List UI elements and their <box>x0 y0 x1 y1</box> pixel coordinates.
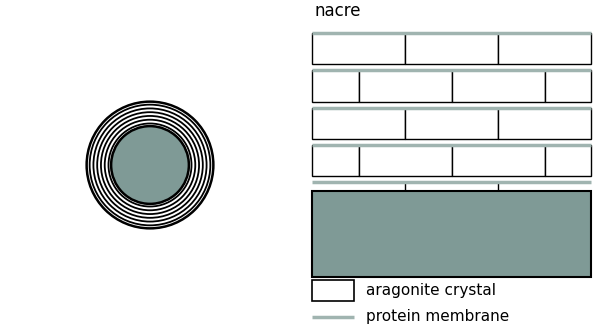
Bar <box>545 145 591 176</box>
Bar <box>452 145 545 176</box>
Bar <box>405 33 498 64</box>
Text: aragonite crystal: aragonite crystal <box>366 283 496 298</box>
Bar <box>452 70 545 102</box>
Bar <box>498 33 591 64</box>
Bar <box>312 33 405 64</box>
Bar <box>312 280 354 301</box>
Circle shape <box>111 126 189 204</box>
Bar <box>498 108 591 139</box>
Bar <box>312 108 405 139</box>
Bar <box>312 145 359 176</box>
Text: protein membrane: protein membrane <box>366 309 509 324</box>
Text: nucleus: nucleus <box>416 225 487 243</box>
Bar <box>359 145 452 176</box>
Bar <box>359 70 452 102</box>
Bar <box>545 70 591 102</box>
Bar <box>405 108 498 139</box>
Bar <box>312 70 359 102</box>
Bar <box>312 191 591 277</box>
Circle shape <box>86 102 214 228</box>
Text: nacre: nacre <box>315 2 361 20</box>
